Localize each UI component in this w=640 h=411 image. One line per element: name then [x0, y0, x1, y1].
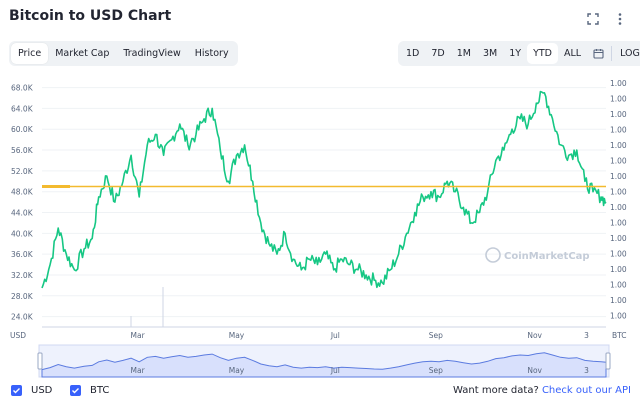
legend-btc-label: BTC [90, 385, 110, 396]
right-tick-label: 1.00 [610, 188, 627, 197]
navigator-tick-label: Jul [330, 366, 340, 375]
range-3m[interactable]: 3M [482, 48, 498, 59]
api-link[interactable]: Check out our API [541, 385, 631, 396]
range-ytd[interactable]: YTD [527, 43, 558, 64]
legend-usd-label: USD [31, 385, 53, 396]
right-tick-label: 1.00 [610, 172, 627, 181]
range-all[interactable]: ALL [564, 48, 582, 59]
right-tick-label: 1.00 [610, 312, 627, 321]
right-axis-unit: BTC [612, 331, 627, 340]
right-tick-label: 1.00 [610, 79, 627, 88]
right-tick-label: 1.00 [610, 234, 627, 243]
fullscreen-icon[interactable] [585, 11, 601, 27]
more-vertical-icon[interactable] [612, 11, 628, 27]
page-title: Bitcoin to USD Chart [9, 8, 172, 24]
usd-checkbox[interactable] [11, 385, 22, 396]
left-axis-unit: USD [10, 331, 26, 340]
right-tick-label: 1.00 [610, 110, 627, 119]
right-tick-label: 1.00 [610, 296, 627, 305]
calendar-icon[interactable] [587, 43, 609, 64]
x-tick-label: Sep [429, 331, 443, 340]
right-tick-label: 1.00 [610, 281, 627, 290]
y-tick-label: 48.0K [11, 188, 34, 197]
right-tick-label: 1.00 [610, 219, 627, 228]
x-tick-label: 3 [584, 331, 589, 340]
x-tick-label: Mar [131, 331, 146, 340]
x-tick-label: Nov [527, 331, 542, 340]
tab-tradingview[interactable]: TradingView [123, 48, 181, 59]
chart-tabs: Price Market Cap TradingView History [9, 41, 238, 66]
y-tick-label: 44.0K [11, 209, 34, 218]
y-tick-label: 64.0K [11, 104, 34, 113]
right-tick-label: 1.00 [610, 157, 627, 166]
y-tick-label: 40.0K [11, 229, 34, 238]
y-tick-label: 68.0K [11, 84, 34, 93]
tab-price[interactable]: Price [11, 43, 49, 64]
api-promo-text: Want more data? [453, 385, 542, 396]
btc-checkbox[interactable] [70, 385, 81, 396]
y-tick-label: 32.0K [11, 271, 34, 280]
watermark: CoinMarketCap [504, 251, 590, 262]
navigator-series [41, 352, 607, 378]
range-1d[interactable]: 1D [406, 48, 420, 59]
legend-usd[interactable]: USD [11, 385, 52, 396]
y-tick-label: 52.0K [11, 167, 34, 176]
y-tick-label: 60.0K [11, 125, 34, 134]
price-line[interactable] [41, 90, 607, 289]
log-scale-toggle[interactable]: LOG [620, 48, 640, 59]
x-tick-label: Jul [330, 331, 340, 340]
navigator-handle-left[interactable] [37, 352, 43, 370]
right-tick-label: 1.00 [610, 141, 627, 150]
y-tick-label: 28.0K [11, 292, 34, 301]
right-tick-label: 1.00 [610, 203, 627, 212]
right-tick-label: 1.00 [610, 126, 627, 135]
time-range-selector: 1D 7D 1M 3M 1Y YTD ALL LOG [398, 41, 640, 66]
right-tick-label: 1.00 [610, 95, 627, 104]
price-chart[interactable]: 24.0K 28.0K 32.0K 36.0K 40.0K 44.0K 48.0K 52.0K… [0, 72, 640, 382]
y-tick-label: 36.0K [11, 250, 34, 259]
y-tick-label: 56.0K [11, 146, 34, 155]
x-tick-label: May [229, 331, 245, 340]
range-1y[interactable]: 1Y [509, 48, 522, 59]
navigator-tick-label: Mar [131, 366, 146, 375]
legend-btc[interactable]: BTC [70, 385, 109, 396]
tab-market-cap[interactable]: Market Cap [55, 48, 110, 59]
y-tick-label: 24.0K [11, 313, 34, 322]
right-tick-label: 1.00 [610, 265, 627, 274]
range-7d[interactable]: 7D [431, 48, 445, 59]
divider [611, 46, 613, 61]
navigator-tick-label: Nov [527, 366, 542, 375]
navigator-tick-label: 3 [584, 366, 589, 375]
navigator-handle-right[interactable] [605, 352, 611, 370]
coinmarketcap-logo-icon [485, 247, 501, 263]
tab-history[interactable]: History [194, 48, 229, 59]
navigator-tick-label: Sep [429, 366, 443, 375]
right-tick-label: 1.00 [610, 250, 627, 259]
navigator-tick-label: May [229, 366, 245, 375]
api-promo: Want more data? Check out our API [453, 385, 631, 396]
range-1m[interactable]: 1M [456, 48, 471, 59]
